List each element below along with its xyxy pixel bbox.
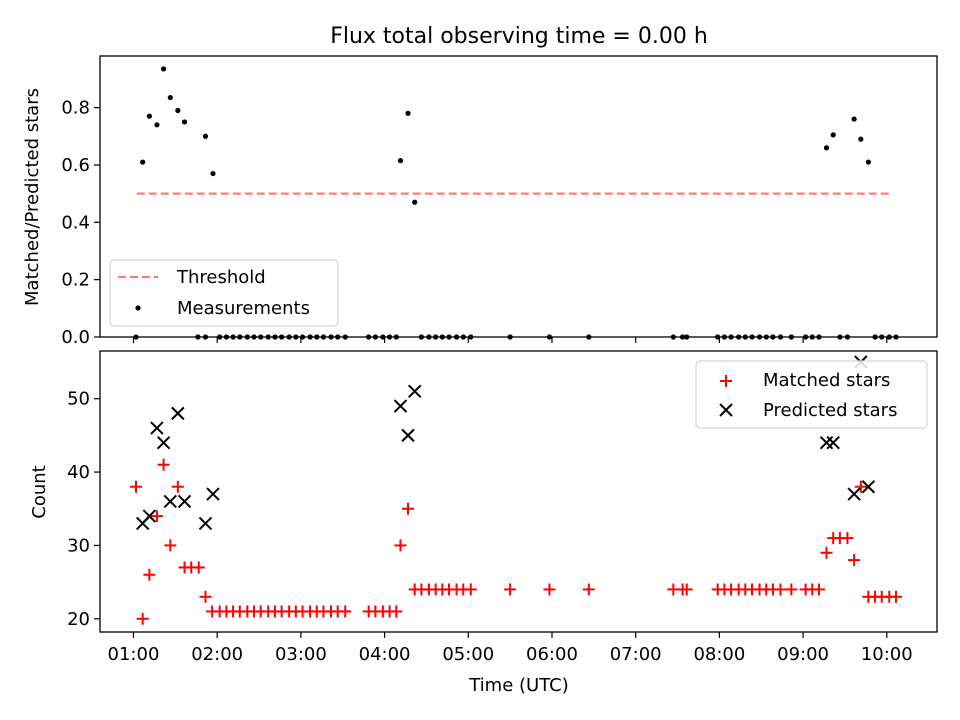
count-legend-box — [695, 360, 928, 429]
matched-stars-point — [164, 539, 177, 552]
measurements-point — [865, 159, 871, 165]
predicted-stars-point — [401, 428, 415, 443]
legend-matched-label: Matched stars — [763, 370, 890, 391]
predicted-stars-point — [861, 480, 876, 494]
count-x-tick-label: 01:00 — [108, 644, 160, 665]
predicted-stars-point — [847, 487, 861, 501]
measurements-point — [181, 119, 188, 125]
predicted-stars-point — [206, 487, 220, 501]
count-axes: 01:00 02:00 03:00 04:00 05:00 06:00 07:00 08:00… — [67, 389, 913, 665]
count-x-tick-label: 06:00 — [526, 644, 578, 665]
matched-stars-point — [854, 480, 867, 493]
ratio-y-axis-label: Matched/Predicted stars — [22, 88, 43, 306]
measurements-point — [175, 107, 181, 114]
measurements-point — [167, 94, 173, 101]
count-axes-frame — [99, 350, 938, 633]
measurements-point — [140, 159, 146, 165]
legend-predicted-label: Predicted stars — [763, 400, 897, 421]
ratio-y-tick-label: 0.2 — [61, 270, 90, 291]
predicted-stars-point — [142, 509, 157, 523]
ratio-legend: Threshold Measurements — [109, 259, 339, 327]
measurements-point — [146, 113, 152, 119]
legend-predicted-swatch — [719, 403, 733, 417]
ratio-y-tick-label: 0.6 — [61, 155, 90, 176]
matched-stars-point — [785, 583, 798, 596]
count-x-tick-label: 02:00 — [191, 644, 243, 665]
matched-stars-point — [129, 480, 142, 493]
count-x-tick-label: 08:00 — [693, 644, 745, 665]
matched-stars-point — [812, 583, 825, 596]
count-x-tick-label: 07:00 — [610, 644, 662, 665]
measurements-point — [154, 122, 160, 128]
predicted-stars-point — [163, 494, 178, 509]
count-panel: 01:00 02:00 03:00 04:00 05:00 06:00 07:00 08:00… — [29, 350, 938, 696]
matched-stars-point — [150, 510, 163, 523]
matched-stars-point — [171, 480, 184, 493]
matched-stars-point — [192, 561, 205, 574]
count-x-tick-label: 10:00 — [861, 644, 913, 665]
matched-stars-point — [199, 590, 212, 603]
matched-stars-point — [889, 590, 902, 603]
count-y-tick-label: 40 — [67, 462, 90, 483]
ratio-panel: 0.00.20.40.60.8 Matched/Predicted stars … — [22, 55, 938, 348]
count-y-tick-label: 30 — [67, 535, 90, 556]
matched-stars-point — [774, 583, 787, 596]
legend-threshold-label: Threshold — [176, 267, 266, 288]
ratio-axes: 0.0 0.2 0.4 0.6 0.8 — [61, 98, 888, 348]
predicted-stars-point — [198, 516, 213, 531]
predicted-stars-point — [408, 384, 422, 399]
count-x-axis-label: Time (UTC) — [468, 675, 569, 696]
measurements-point — [823, 145, 830, 151]
matched-stars-point — [136, 612, 149, 625]
measurements-point — [412, 199, 418, 205]
matched-stars-point — [841, 532, 854, 545]
ratio-y-tick-label: 0.4 — [61, 212, 90, 233]
predicted-stars-point — [177, 494, 192, 509]
matched-stars-point — [582, 583, 595, 596]
matched-stars-point — [504, 583, 517, 596]
matched-stars-point — [394, 539, 407, 552]
measurements-point — [161, 66, 167, 72]
matched-stars-point — [157, 458, 170, 471]
count-y-axis-label: Count — [29, 465, 50, 518]
matched-stars-point — [390, 605, 403, 618]
measurements-point — [858, 136, 864, 142]
count-y-tick-label: 50 — [67, 389, 90, 410]
matched-stars-point — [143, 568, 156, 581]
count-x-tick-label: 03:00 — [275, 644, 327, 665]
ratio-y-tick-label: 0.8 — [61, 98, 90, 119]
count-x-tick-label: 05:00 — [442, 644, 494, 665]
ratio-legend-box — [109, 259, 339, 327]
matched-stars-point — [680, 583, 693, 596]
count-legend: Matched stars Predicted stars — [695, 360, 928, 429]
measurements-point — [851, 116, 857, 122]
measurements-point — [830, 132, 836, 138]
predicted-stars-point — [826, 436, 840, 450]
ratio-axes-frame — [99, 55, 938, 338]
count-y-tick-label: 20 — [67, 609, 90, 630]
matched-stars-point — [820, 546, 833, 559]
predicted-stars-point — [150, 421, 164, 435]
count-x-tick-label: 04:00 — [359, 644, 411, 665]
ratio-y-tick-label: 0.0 — [61, 327, 90, 348]
measurements-point — [202, 133, 209, 139]
predicted-stars-point — [393, 399, 408, 413]
predicted-stars-point — [156, 436, 171, 450]
legend-measurements-swatch — [135, 305, 141, 311]
measurements-point — [210, 170, 216, 177]
matched-stars-point — [543, 583, 556, 596]
predicted-stars-point — [171, 406, 185, 421]
chart-title: Flux total observing time = 0.00 h — [330, 24, 708, 49]
count-x-tick-label: 09:00 — [777, 644, 829, 665]
matched-stars-point — [402, 502, 415, 515]
matched-stars-point — [464, 583, 477, 596]
measurements-point — [405, 110, 411, 116]
legend-matched-swatch — [720, 375, 732, 387]
legend-measurements-label: Measurements — [177, 298, 310, 319]
matched-stars-point — [848, 554, 861, 567]
matched-stars-point — [339, 605, 352, 618]
measurements-point — [397, 158, 404, 164]
